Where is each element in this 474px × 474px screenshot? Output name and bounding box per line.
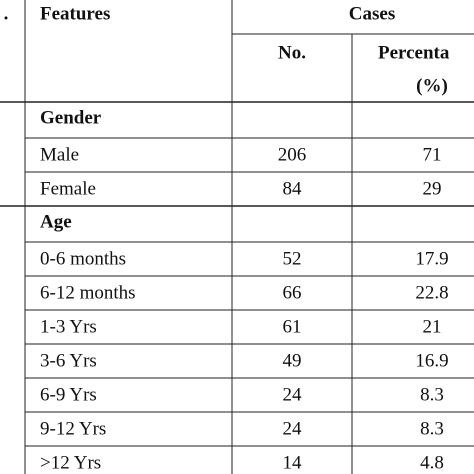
cell: 21 xyxy=(423,316,442,337)
cell: 8.3 xyxy=(420,384,444,405)
cell: 6-12 months xyxy=(40,282,136,303)
cell: 52 xyxy=(283,248,302,269)
cell: 1-3 Yrs xyxy=(40,316,97,337)
section-title: Age xyxy=(40,211,72,232)
section-title: Gender xyxy=(40,107,102,128)
cell: 49 xyxy=(283,350,302,371)
cell: 61 xyxy=(283,316,302,337)
cell: 14 xyxy=(283,452,303,473)
cell: Female xyxy=(40,178,96,199)
cell: 84 xyxy=(283,178,303,199)
cell: 4.8 xyxy=(420,452,444,473)
cell: 17.9 xyxy=(415,248,448,269)
header-cell: Percenta xyxy=(378,42,450,63)
header-cell: . xyxy=(4,3,9,24)
cell: 66 xyxy=(283,282,302,303)
cell: 24 xyxy=(283,418,303,439)
cell: 9-12 Yrs xyxy=(40,418,106,439)
cell: 8.3 xyxy=(420,418,444,439)
cell: 24 xyxy=(283,384,303,405)
header-cell: Features xyxy=(40,3,110,24)
cell: 3-6 Yrs xyxy=(40,350,97,371)
cell: 206 xyxy=(278,144,307,165)
cell: 0-6 months xyxy=(40,248,126,269)
header-cell: Cases xyxy=(349,3,395,24)
cell: Male xyxy=(40,144,79,165)
cell: 16.9 xyxy=(415,350,448,371)
cell: 6-9 Yrs xyxy=(40,384,97,405)
cell: 22.8 xyxy=(415,282,448,303)
cell: 71 xyxy=(423,144,442,165)
header-cell: (%) xyxy=(416,75,448,96)
cell: >12 Yrs xyxy=(40,452,101,473)
header-cell: No. xyxy=(278,42,306,63)
cell: 29 xyxy=(423,178,442,199)
